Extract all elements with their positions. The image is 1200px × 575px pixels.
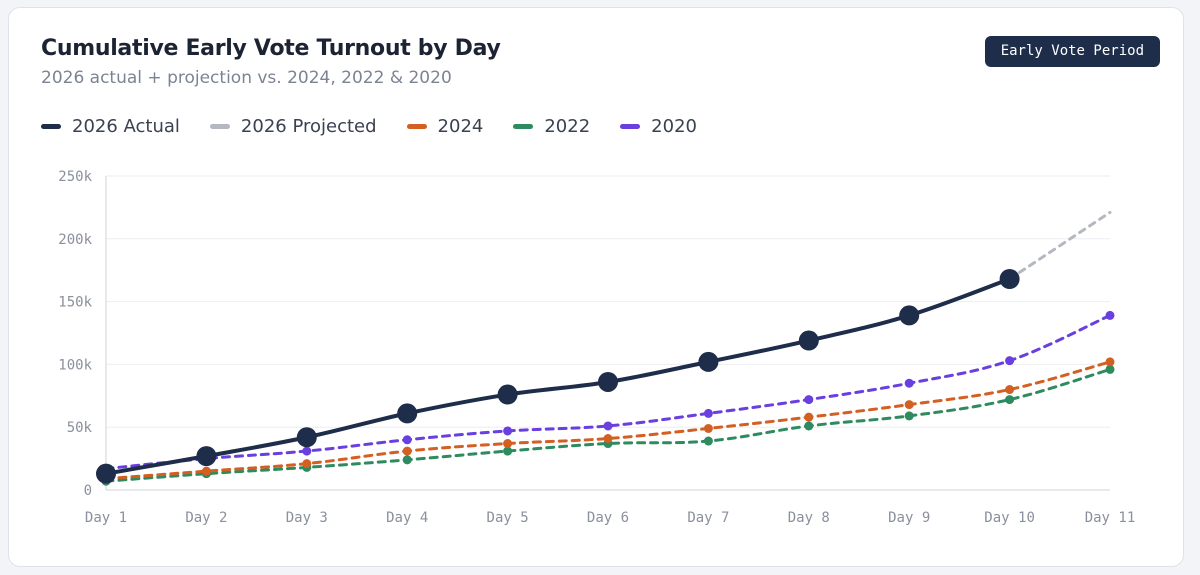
y-tick-label: 250k bbox=[58, 169, 92, 185]
data-point-2026-actual bbox=[798, 330, 819, 351]
data-point-2024 bbox=[804, 412, 814, 422]
chart-legend: 2026 Actual 2026 Projected 2024 2022 202… bbox=[41, 116, 727, 137]
y-tick-label: 0 bbox=[84, 483, 92, 499]
data-point-2026-actual bbox=[196, 446, 217, 467]
x-tick-label: Day 7 bbox=[687, 510, 729, 526]
legend-item-2026-actual: 2026 Actual bbox=[41, 116, 180, 137]
x-tick-label: Day 5 bbox=[487, 510, 529, 526]
y-tick-label: 150k bbox=[58, 295, 92, 311]
data-point-2022 bbox=[804, 421, 814, 431]
data-point-2024 bbox=[302, 459, 312, 469]
early-vote-period-badge: Early Vote Period bbox=[984, 36, 1160, 67]
data-point-2024 bbox=[703, 423, 713, 433]
series-line-2026-projected bbox=[1008, 210, 1112, 281]
series-line-2020 bbox=[104, 313, 1112, 471]
data-point-2020 bbox=[503, 426, 513, 436]
data-point-2020 bbox=[603, 421, 613, 431]
x-tick-label: Day 2 bbox=[185, 510, 227, 526]
data-point-2020 bbox=[804, 395, 814, 405]
data-point-2026-actual bbox=[999, 268, 1020, 289]
x-tick-label: Day 4 bbox=[386, 510, 428, 526]
legend-label-2026-actual: 2026 Actual bbox=[72, 116, 180, 137]
legend-item-2020: 2020 bbox=[620, 116, 697, 137]
data-point-2026-actual bbox=[296, 427, 317, 448]
legend-label-2020: 2020 bbox=[651, 116, 697, 137]
legend-swatch-2026-actual bbox=[41, 124, 61, 129]
data-point-2024 bbox=[1105, 357, 1115, 367]
x-tick-label: Day 10 bbox=[984, 510, 1035, 526]
series-line-2024 bbox=[104, 360, 1112, 481]
data-point-2022 bbox=[1005, 395, 1015, 405]
series-line-2022 bbox=[104, 367, 1112, 483]
x-tick-label: Day 6 bbox=[587, 510, 629, 526]
chart-title: Cumulative Early Vote Turnout by Day bbox=[41, 36, 501, 61]
series-line-2026-actual bbox=[104, 276, 1012, 476]
data-point-2024 bbox=[201, 466, 211, 476]
data-point-2022 bbox=[503, 446, 513, 456]
legend-swatch-2022 bbox=[513, 124, 534, 129]
data-point-2024 bbox=[1005, 385, 1015, 395]
y-tick-label: 50k bbox=[67, 420, 93, 436]
legend-label-2024: 2024 bbox=[437, 116, 484, 137]
legend-label-2026-projected: 2026 Projected bbox=[240, 116, 377, 137]
data-point-2022 bbox=[1105, 364, 1115, 374]
chart-subtitle: 2026 actual + projection vs. 2024, 2022 … bbox=[41, 68, 452, 88]
data-point-2022 bbox=[402, 455, 412, 465]
data-point-2020 bbox=[402, 435, 412, 445]
data-point-2020 bbox=[1005, 356, 1015, 366]
data-point-2020 bbox=[302, 446, 312, 456]
data-point-2022 bbox=[904, 411, 914, 421]
data-point-2026-actual bbox=[698, 351, 719, 372]
data-point-2022 bbox=[703, 436, 713, 446]
legend-swatch-2024 bbox=[406, 124, 427, 129]
x-tick-label: Day 1 bbox=[85, 510, 127, 526]
x-tick-label: Day 11 bbox=[1085, 510, 1136, 526]
data-point-2026-actual bbox=[497, 384, 518, 405]
data-point-2020 bbox=[904, 378, 914, 388]
data-point-2024 bbox=[402, 446, 412, 456]
legend-item-2024: 2024 bbox=[406, 116, 484, 137]
legend-swatch-2020 bbox=[620, 124, 641, 129]
legend-label-2022: 2022 bbox=[544, 116, 591, 137]
data-point-2026-actual bbox=[598, 371, 618, 392]
y-tick-label: 200k bbox=[58, 232, 92, 248]
x-tick-label: Day 8 bbox=[788, 510, 830, 526]
data-point-2024 bbox=[904, 400, 914, 410]
data-point-2020 bbox=[1105, 310, 1115, 320]
data-point-2026-actual bbox=[899, 305, 920, 326]
legend-swatch-2026-projected bbox=[209, 124, 230, 129]
data-point-2020 bbox=[703, 408, 713, 418]
y-tick-label: 100k bbox=[58, 357, 92, 373]
x-tick-label: Day 9 bbox=[888, 510, 930, 526]
legend-item-2022: 2022 bbox=[513, 116, 590, 137]
data-point-2024 bbox=[603, 434, 613, 444]
x-tick-label: Day 3 bbox=[286, 510, 328, 526]
legend-item-2026-projected: 2026 Projected bbox=[209, 116, 377, 137]
data-point-2026-actual bbox=[397, 403, 418, 424]
data-point-2024 bbox=[503, 439, 513, 449]
data-point-2026-actual bbox=[96, 463, 116, 484]
